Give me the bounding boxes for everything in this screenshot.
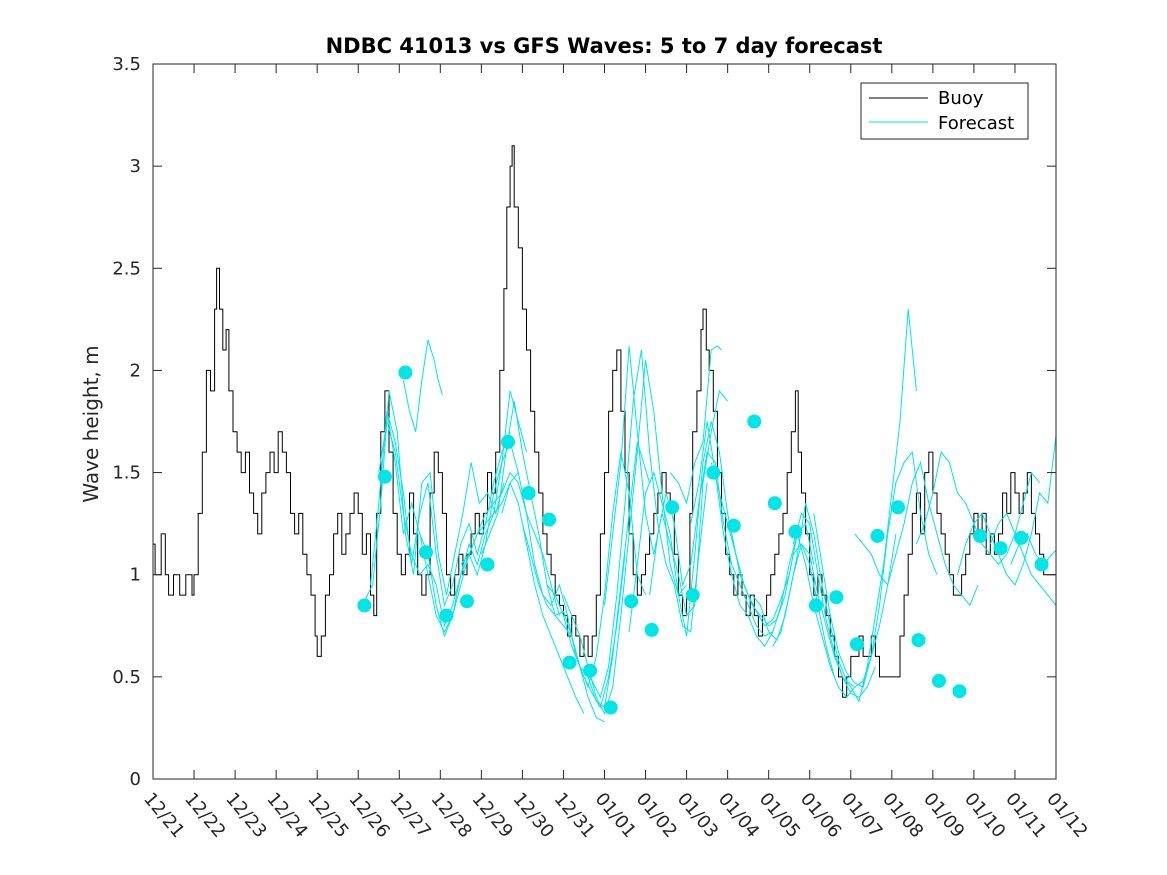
forecast-marker xyxy=(685,588,700,603)
y-axis-label: Wave height, m xyxy=(79,345,103,502)
forecast-marker xyxy=(357,598,372,613)
y-tick-label: 0 xyxy=(130,769,141,790)
forecast-line xyxy=(813,450,938,688)
forecast-line xyxy=(710,462,835,678)
forecast-line xyxy=(480,401,605,723)
forecast-line xyxy=(604,345,728,617)
y-tick-label: 3 xyxy=(130,156,141,177)
y-tick-label: 0.5 xyxy=(112,667,141,688)
forecast-marker xyxy=(1014,530,1029,545)
forecast-line xyxy=(731,533,856,699)
forecast-marker xyxy=(870,528,885,543)
forecast-marker xyxy=(665,500,680,515)
forecast-marker xyxy=(419,545,433,560)
legend-label-forecast: Forecast xyxy=(938,113,1014,134)
forecast-line xyxy=(854,460,979,607)
forecast-line xyxy=(989,512,1057,606)
forecast-marker xyxy=(808,598,823,613)
series-forecast xyxy=(361,309,1057,723)
forecast-marker xyxy=(747,414,762,429)
forecast-marker xyxy=(706,465,721,480)
forecast-marker xyxy=(932,673,946,688)
series-forecast-markers xyxy=(357,365,1049,715)
y-axis: 0 0.5 1 1.5 2 2.5 3 3.5 xyxy=(112,54,1056,790)
forecast-marker xyxy=(583,663,598,678)
forecast-line xyxy=(957,435,1057,586)
forecast-marker xyxy=(726,518,741,533)
forecast-marker xyxy=(460,594,474,609)
plot-background xyxy=(153,64,1056,779)
forecast-line xyxy=(521,452,646,689)
plot-area: 00.511.522.533.5 12/2112/2212/2312/2412/… xyxy=(112,54,1091,842)
buoy-line xyxy=(153,145,1056,698)
forecast-marker xyxy=(973,528,988,543)
legend-label-buoy: Buoy xyxy=(938,88,984,109)
forecast-marker xyxy=(398,365,413,380)
forecast-marker xyxy=(829,590,844,605)
forecast-line xyxy=(792,309,917,703)
legend-box xyxy=(860,82,1029,140)
forecast-marker xyxy=(1034,557,1049,572)
forecast-line xyxy=(370,411,511,608)
chart-title: NDBC 41013 vs GFS Waves: 5 to 7 day fore… xyxy=(326,34,883,58)
forecast-marker xyxy=(542,512,557,527)
y-tick-label: 3.5 xyxy=(112,54,141,75)
forecast-marker xyxy=(911,633,926,648)
forecast-marker xyxy=(993,541,1008,556)
forecast-line xyxy=(361,390,505,606)
forecast-marker xyxy=(562,655,577,670)
forecast-marker xyxy=(624,594,639,609)
forecast-line xyxy=(772,503,897,688)
forecast-marker xyxy=(501,434,515,449)
forecast-marker xyxy=(439,608,454,623)
y-tick-label: 2.5 xyxy=(112,258,141,279)
series-buoy xyxy=(153,145,1056,698)
forecast-line xyxy=(386,390,527,634)
forecast-marker xyxy=(377,469,392,484)
forecast-marker xyxy=(521,486,536,500)
forecast-line xyxy=(402,339,443,432)
y-tick-label: 1.5 xyxy=(112,463,141,484)
forecast-marker xyxy=(644,622,659,637)
forecast-marker xyxy=(891,500,905,515)
forecast-marker xyxy=(788,524,803,539)
y-tick-label: 1 xyxy=(130,565,141,586)
forecast-marker xyxy=(603,700,618,715)
forecast-line xyxy=(419,471,560,638)
forecast-marker xyxy=(952,684,967,699)
forecast-marker xyxy=(849,637,864,652)
forecast-marker xyxy=(767,496,782,511)
y-tick-label: 2 xyxy=(130,360,141,381)
forecast-line xyxy=(583,349,708,699)
forecast-marker xyxy=(480,557,495,572)
forecast-line xyxy=(690,421,815,648)
forecast-line xyxy=(669,345,722,505)
legend: Buoy Forecast xyxy=(860,82,1029,140)
